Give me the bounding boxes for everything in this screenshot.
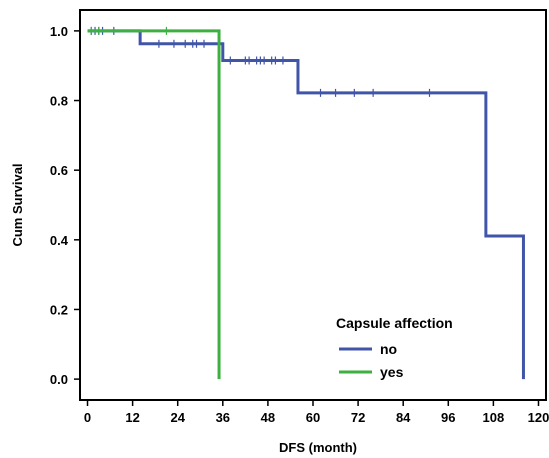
y-tick-label: 0.6: [50, 163, 68, 178]
x-tick-label: 120: [528, 410, 549, 425]
series-layer: [87, 26, 525, 380]
legend-label-yes: yes: [380, 364, 404, 380]
x-axis-title: DFS (month): [279, 440, 357, 455]
legend-label-no: no: [380, 341, 397, 357]
x-tick-label: 36: [216, 410, 230, 425]
x-tick-label: 60: [306, 410, 320, 425]
series-line-yes: [87, 29, 221, 380]
x-tick-label: 96: [441, 410, 455, 425]
y-axis-title: Cum Survival: [10, 163, 25, 246]
legend-title: Capsule affection: [336, 315, 453, 331]
x-tick-label: 72: [351, 410, 365, 425]
x-axis: 0 12 24 36 48 60 72 84 96 108 120: [84, 400, 549, 425]
x-tick-label: 24: [170, 410, 185, 425]
x-tick-label: 108: [483, 410, 505, 425]
y-tick-label: 0.0: [50, 372, 68, 387]
x-tick-label: 48: [261, 410, 275, 425]
y-tick-label: 1.0: [50, 24, 68, 39]
y-axis: 0.0 0.2 0.4 0.6 0.8 1.0: [50, 24, 80, 387]
x-tick-label: 84: [396, 410, 411, 425]
y-tick-label: 0.4: [50, 233, 69, 248]
series-line-no: [87, 29, 525, 380]
legend: Capsule affection no yes: [336, 315, 453, 380]
x-tick-label: 0: [84, 410, 91, 425]
y-tick-label: 0.2: [50, 302, 68, 317]
plot-frame: [79, 9, 547, 401]
x-tick-label: 12: [125, 410, 139, 425]
y-tick-label: 0.8: [50, 94, 68, 109]
